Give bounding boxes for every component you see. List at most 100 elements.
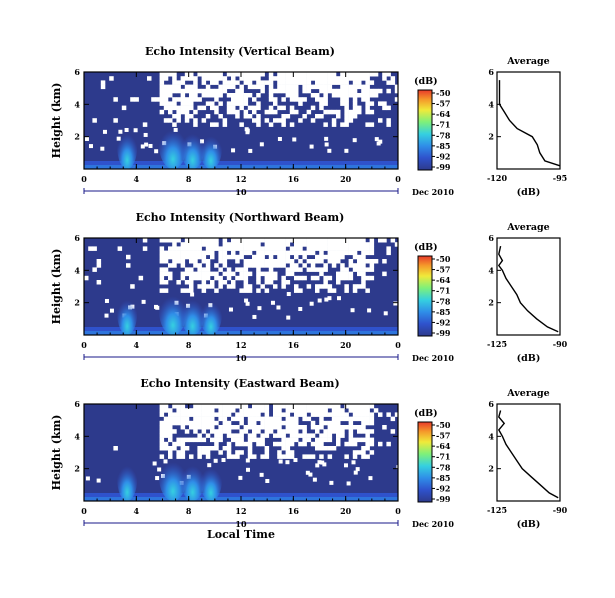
missing-cell — [252, 437, 257, 443]
missing-cell — [189, 275, 194, 281]
missing-cell — [201, 450, 207, 455]
missing-cell — [197, 450, 202, 455]
missing-cell — [210, 250, 215, 256]
missing-cell — [218, 259, 223, 264]
missing-cell — [218, 412, 223, 417]
missing-cell — [323, 101, 328, 106]
missing-cell — [315, 246, 320, 251]
missing-cell — [159, 80, 165, 85]
missing-cell — [163, 271, 169, 277]
missing-cell — [247, 433, 253, 438]
missing-cell — [361, 271, 366, 277]
missing-cell — [231, 280, 236, 285]
missing-cell — [386, 122, 391, 127]
missing-cell — [247, 441, 253, 447]
missing-cell — [222, 76, 228, 81]
missing-cell — [256, 441, 261, 447]
colorbar-tick-label: -85 — [436, 307, 450, 317]
missing-cell — [348, 118, 354, 123]
missing-cell — [352, 93, 358, 98]
colorbar-tick-label: -71 — [436, 120, 450, 130]
missing-cell — [239, 97, 244, 102]
missing-cell — [298, 267, 303, 272]
missing-cell — [210, 412, 215, 417]
missing-cell — [281, 259, 286, 264]
missing-cell — [298, 404, 303, 409]
missing-cell — [218, 93, 223, 98]
missing-cell — [163, 101, 169, 106]
missing-cell — [222, 446, 228, 451]
average-y-tick-label: 4 — [488, 431, 494, 441]
missing-cell — [344, 284, 349, 289]
missing-cell — [344, 88, 349, 94]
missing-cell — [243, 280, 249, 285]
missing-cell — [344, 404, 349, 409]
missing-cell — [273, 416, 278, 422]
missing-cell — [361, 454, 366, 459]
missing-cell — [163, 267, 169, 272]
missing-cell — [197, 433, 202, 438]
missing-cell — [226, 450, 232, 455]
missing-cell — [168, 238, 173, 243]
missing-cell — [340, 72, 345, 77]
missing-cell — [365, 454, 370, 459]
missing-cell — [294, 412, 299, 417]
missing-cell — [352, 288, 358, 293]
missing-cell — [205, 433, 211, 438]
missing-cell — [184, 420, 190, 426]
missing-cell — [210, 425, 215, 430]
missing-cell — [260, 441, 265, 447]
missing-cell — [243, 425, 249, 430]
missing-cell — [264, 118, 270, 123]
missing-cell — [214, 429, 219, 434]
missing-cell — [180, 259, 186, 264]
missing-cell — [344, 250, 349, 256]
missing-cell — [277, 263, 282, 268]
missing-cell — [218, 280, 223, 285]
missing-cell — [168, 84, 173, 90]
missing-cell — [319, 437, 324, 443]
missing-cell — [84, 136, 89, 141]
missing-cell — [222, 84, 228, 90]
missing-cell — [189, 246, 194, 251]
missing-cell — [323, 408, 328, 413]
missing-cell — [394, 242, 400, 247]
missing-cell — [256, 93, 261, 98]
missing-cell — [315, 80, 320, 85]
missing-cell — [163, 88, 169, 94]
missing-cell — [394, 88, 400, 94]
missing-cell — [323, 254, 328, 260]
missing-cell — [376, 141, 381, 146]
missing-cell — [268, 425, 274, 430]
missing-cell — [369, 80, 375, 85]
missing-cell — [327, 437, 333, 443]
missing-cell — [319, 446, 324, 451]
missing-cell — [365, 242, 370, 247]
missing-cell — [180, 425, 186, 430]
missing-cell — [357, 412, 362, 417]
y-axis-label: Height (km) — [50, 249, 63, 325]
missing-cell — [163, 97, 169, 102]
missing-cell — [323, 429, 328, 434]
missing-cell — [260, 437, 265, 443]
missing-cell — [273, 101, 278, 106]
missing-cell — [184, 246, 190, 251]
missing-cell — [365, 437, 370, 443]
missing-cell — [331, 254, 337, 260]
missing-cell — [344, 271, 349, 277]
missing-cell — [315, 238, 320, 243]
missing-cell — [168, 446, 173, 451]
missing-cell — [218, 404, 223, 409]
echo-plume — [199, 294, 222, 335]
missing-cell — [222, 254, 228, 260]
missing-cell — [365, 267, 370, 272]
missing-cell — [210, 446, 215, 451]
missing-cell — [315, 429, 320, 434]
missing-cell — [281, 76, 286, 81]
missing-cell — [252, 314, 257, 319]
missing-cell — [317, 460, 322, 465]
missing-cell — [382, 101, 387, 106]
missing-cell — [268, 254, 274, 260]
missing-cell — [197, 263, 202, 268]
missing-cell — [163, 416, 169, 422]
